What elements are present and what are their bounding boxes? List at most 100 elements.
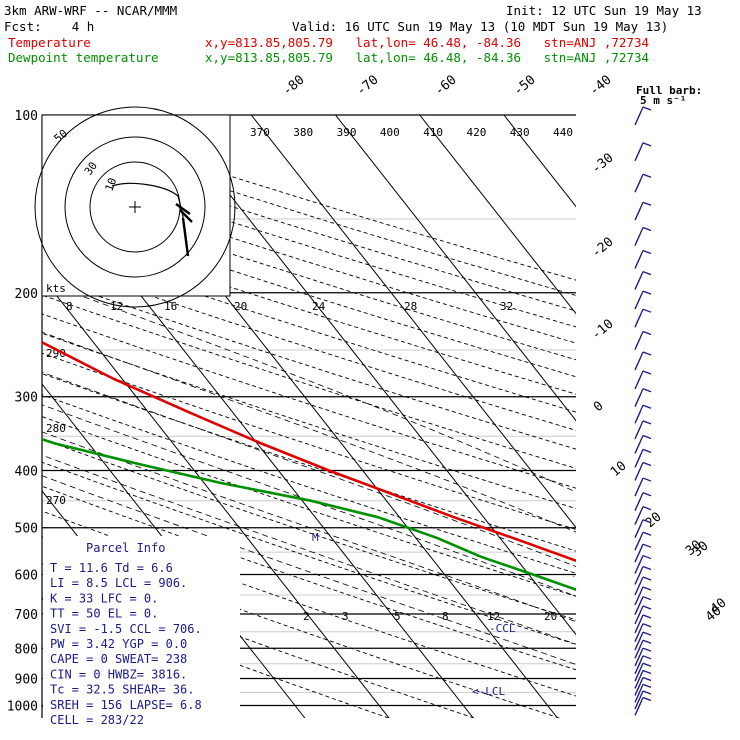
wind-barb-flag bbox=[642, 173, 652, 178]
parcel-info-row: PW = 3.42 YGP = 0.0 bbox=[50, 637, 187, 651]
dry-adiabat bbox=[42, 332, 576, 510]
parcel-info-row: CIN = 0 HWBZ= 3816. bbox=[50, 667, 187, 681]
dry-adiabat bbox=[42, 563, 475, 718]
wind-barb-staff bbox=[634, 555, 644, 574]
dry-adiabat bbox=[42, 190, 576, 361]
lcl-marker: <-LCL bbox=[472, 685, 505, 698]
wind-barb-staff bbox=[634, 405, 644, 424]
hodograph-units: kts bbox=[46, 282, 66, 295]
wind-barb-staff bbox=[634, 449, 644, 468]
hodograph-axis-label: 12 bbox=[110, 300, 123, 313]
parcel-info-row: SVI = -1.5 CCL = 706. bbox=[50, 622, 202, 636]
wind-barb-staff bbox=[634, 655, 644, 675]
hodograph-frame bbox=[41, 114, 231, 297]
parcel-info-row: TT = 50 EL = 0. bbox=[50, 607, 158, 621]
wind-barb-flag bbox=[642, 554, 652, 560]
wind-barb-flag bbox=[642, 639, 652, 644]
wind-barb-staff bbox=[634, 677, 644, 696]
wind-barb-flag bbox=[642, 647, 652, 652]
wind-barb-staff bbox=[634, 576, 644, 596]
hodograph-axis-label: 8 bbox=[66, 300, 73, 313]
dewpoint-profile bbox=[42, 437, 576, 592]
wind-barb-staff bbox=[634, 596, 644, 615]
hodograph-axis-label: 16 bbox=[164, 300, 177, 313]
theta-label: 400 bbox=[380, 126, 400, 139]
theta-label: 420 bbox=[467, 126, 487, 139]
theta-label: 380 bbox=[293, 126, 313, 139]
dry-adiabat bbox=[42, 258, 576, 431]
pressure-label: 1000 bbox=[7, 699, 38, 714]
temperature-location: x,y=813.85,805.79 lat,lon= 46.48, -84.36… bbox=[205, 35, 649, 50]
pressure-label: 500 bbox=[15, 522, 38, 537]
mixing-ratio-label: 2 bbox=[303, 610, 310, 623]
mixing-ratio-line bbox=[723, 575, 740, 719]
wind-barb-flag bbox=[642, 290, 652, 295]
wind-barb-staff bbox=[634, 420, 644, 440]
wind-barb-staff bbox=[634, 290, 644, 310]
wind-barb-flag bbox=[642, 623, 652, 628]
pressure-label: 800 bbox=[15, 642, 38, 657]
wind-barb-flag bbox=[642, 249, 652, 255]
mixing-ratio-line bbox=[613, 575, 740, 719]
dry-adiabat bbox=[42, 485, 576, 671]
theta-label: 270 bbox=[46, 494, 66, 507]
dry-adiabat bbox=[42, 240, 576, 413]
isotherm-label: -10 bbox=[589, 316, 617, 343]
hodograph-axis-label: 32 bbox=[500, 300, 513, 313]
wind-barb-flag bbox=[642, 631, 652, 636]
moist-adiabat bbox=[42, 475, 576, 665]
wind-barb-flag bbox=[642, 106, 652, 111]
wind-barb-staff bbox=[634, 227, 644, 246]
wind-barb-staff bbox=[634, 519, 644, 538]
wind-barb-staff bbox=[634, 566, 644, 585]
wind-barb-flag bbox=[642, 683, 652, 688]
isotherm-label: -20 bbox=[589, 234, 617, 261]
wind-barb-staff bbox=[634, 605, 644, 625]
wind-barb-flag bbox=[642, 614, 652, 619]
wind-barb-flag bbox=[642, 434, 652, 440]
wind-barb-staff bbox=[634, 435, 644, 454]
mixing-ratio-label: 12 bbox=[487, 610, 500, 623]
wind-barb-flag bbox=[642, 576, 652, 581]
wind-barb-flag bbox=[642, 461, 652, 467]
wind-barb-flag bbox=[642, 201, 652, 206]
wind-barb-staff bbox=[634, 492, 644, 511]
isotherm bbox=[166, 115, 576, 636]
wind-barb-flag bbox=[642, 605, 652, 610]
wind-barb-staff bbox=[634, 639, 644, 659]
wind-barb-staff bbox=[634, 531, 644, 551]
hodograph-axis-label: 24 bbox=[312, 300, 326, 313]
wind-barb-staff bbox=[634, 271, 644, 290]
parcel-info-row: Tc = 32.5 SHEAR= 36. bbox=[50, 683, 195, 697]
wind-barb-flag bbox=[642, 492, 652, 497]
wind-barb-staff bbox=[634, 174, 644, 193]
wind-barb-staff bbox=[634, 308, 644, 328]
dry-adiabat bbox=[42, 223, 576, 395]
isotherm bbox=[672, 115, 740, 718]
wind-barb-flag bbox=[642, 505, 652, 511]
isotherm bbox=[335, 115, 576, 422]
hodograph-ring-label: 30 bbox=[82, 159, 100, 177]
barb-note-units: 5 m s⁻¹ bbox=[640, 94, 686, 107]
wind-barb-flag bbox=[642, 531, 652, 536]
mixing-ratio-line bbox=[669, 575, 740, 719]
wind-barb-staff bbox=[634, 631, 644, 651]
moist-adiabat bbox=[42, 431, 576, 623]
dry-adiabat bbox=[42, 352, 576, 530]
dry-adiabat bbox=[42, 394, 576, 574]
mixing-ratio-label: 8 bbox=[442, 610, 449, 623]
mixing-ratio-label: 20 bbox=[544, 610, 557, 623]
wind-barb-staff bbox=[634, 662, 644, 682]
wind-barb-staff bbox=[634, 684, 644, 703]
wind-barb-staff bbox=[634, 477, 644, 497]
hodograph-ring bbox=[64, 136, 206, 278]
dry-adiabat bbox=[42, 591, 389, 718]
dry-adiabat bbox=[42, 416, 576, 597]
parcel-info-row: CELL = 283/22 bbox=[50, 713, 144, 727]
wind-barb-flag bbox=[642, 420, 652, 425]
hodograph-ring bbox=[34, 106, 236, 308]
wind-barb-flag bbox=[642, 655, 652, 660]
wind-barb-flag bbox=[642, 388, 652, 393]
isotherm-label: 10 bbox=[608, 459, 630, 481]
